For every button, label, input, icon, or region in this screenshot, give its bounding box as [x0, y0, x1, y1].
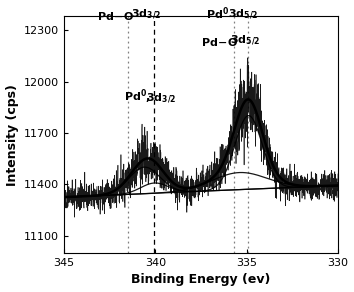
Text: $\mathbf{3d_{5/2}}$: $\mathbf{3d_{5/2}}$	[230, 34, 261, 48]
Text: $\mathbf{Pd\!-\!O}$: $\mathbf{Pd\!-\!O}$	[201, 36, 238, 48]
Text: $\mathbf{Pd^0}$: $\mathbf{Pd^0}$	[206, 6, 229, 22]
Text: $\mathbf{3d_{5/2}}$: $\mathbf{3d_{5/2}}$	[228, 8, 258, 22]
Text: $\mathbf{Pd\!-\!O}$: $\mathbf{Pd\!-\!O}$	[97, 11, 134, 22]
Text: $\mathbf{3d_{3/2}}$: $\mathbf{3d_{3/2}}$	[145, 92, 176, 107]
X-axis label: Binding Energy (ev): Binding Energy (ev)	[131, 273, 271, 286]
Text: $\mathbf{Pd^0,}$: $\mathbf{Pd^0,}$	[124, 88, 151, 107]
Y-axis label: Intensity (cps): Intensity (cps)	[6, 84, 18, 186]
Text: $\mathbf{3d_{3/2}}$: $\mathbf{3d_{3/2}}$	[131, 8, 161, 22]
